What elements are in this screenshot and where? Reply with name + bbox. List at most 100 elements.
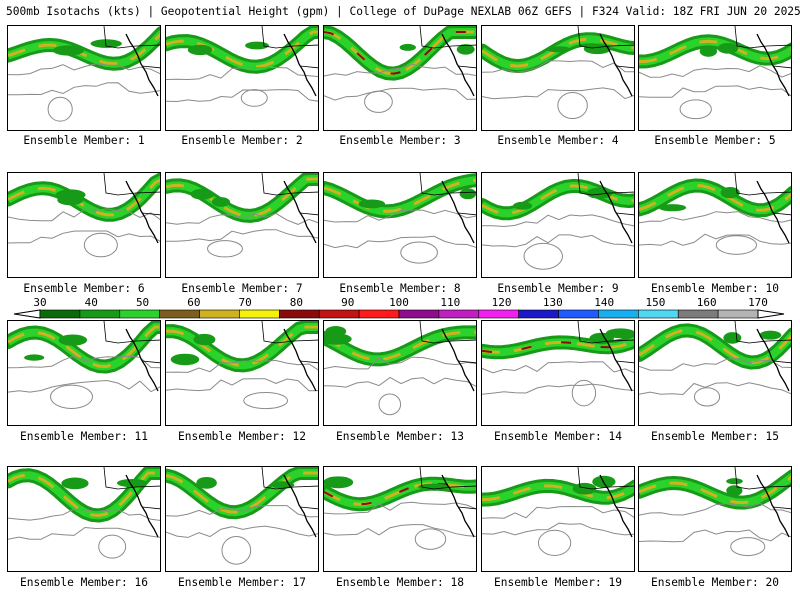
colorbar-tick-label: 50	[135, 296, 150, 309]
height-contour	[166, 359, 318, 373]
height-contour	[324, 63, 476, 77]
height-contour	[166, 67, 318, 81]
coastline	[756, 180, 790, 244]
political-border	[615, 65, 634, 69]
political-border	[299, 506, 318, 510]
height-contour	[639, 85, 791, 98]
height-contour	[639, 382, 791, 396]
jet-stream-map	[8, 321, 160, 409]
height-contour-closed	[47, 96, 73, 122]
height-contour	[482, 87, 634, 100]
height-contour-closed	[523, 242, 563, 270]
isotach-blob	[726, 485, 743, 497]
colorbar-swatch	[518, 309, 559, 319]
political-border	[103, 173, 160, 196]
isotach-blob	[324, 333, 352, 345]
coastline	[125, 328, 159, 392]
colorbar-swatch	[358, 309, 400, 319]
ensemble-map-panel	[481, 466, 635, 572]
ensemble-map-panel	[481, 25, 635, 131]
height-contour-closed	[414, 528, 447, 550]
height-contour	[639, 358, 791, 371]
coastline	[599, 474, 633, 538]
height-contour	[8, 230, 160, 244]
ensemble-member-label: Ensemble Member: 6	[23, 282, 145, 295]
political-border	[299, 65, 318, 69]
political-border	[261, 26, 318, 49]
political-border	[457, 506, 476, 510]
colorbar-min-arrow	[13, 309, 41, 319]
isotach-blob	[546, 46, 571, 53]
jet-stream-map	[166, 321, 318, 410]
colorbar-tick-label: 110	[440, 296, 461, 309]
colorbar-swatch	[478, 309, 519, 319]
height-contour	[8, 526, 160, 540]
political-border	[457, 360, 476, 364]
isotach-blob	[61, 477, 89, 490]
ensemble-map-panel	[165, 466, 319, 572]
coastline	[283, 474, 317, 538]
height-contour	[166, 229, 318, 242]
political-border	[103, 467, 160, 490]
isotach-band-70	[8, 32, 160, 66]
height-contour-closed	[243, 392, 289, 410]
ensemble-member-label: Ensemble Member: 11	[20, 430, 148, 443]
height-contour-closed	[98, 534, 127, 559]
isotach-blob	[170, 353, 200, 366]
political-border	[261, 467, 318, 490]
political-border	[457, 212, 476, 216]
political-border	[261, 321, 318, 344]
isotach-band-50	[166, 469, 318, 517]
colorbar-tick-label: 140	[594, 296, 615, 309]
jet-stream-map	[8, 26, 160, 122]
political-border	[772, 65, 791, 69]
isotach-blob	[658, 204, 687, 212]
colorbar-swatch	[398, 309, 440, 319]
height-contour-closed	[537, 529, 572, 556]
ensemble-member-label: Ensemble Member: 17	[178, 576, 306, 589]
political-border	[772, 506, 791, 510]
political-border	[419, 26, 476, 49]
colorbar-max-arrow	[757, 309, 785, 319]
isotach-band-70	[8, 178, 160, 217]
height-contour	[8, 355, 160, 369]
isotach-band-70	[639, 183, 791, 212]
isotach-band-70	[166, 30, 318, 69]
coastline	[441, 180, 475, 244]
political-border	[141, 360, 160, 364]
colorbar-swatch	[318, 309, 360, 319]
height-contour	[482, 60, 634, 74]
height-contour	[482, 214, 634, 228]
height-contour	[482, 383, 634, 395]
jet-stream-map	[482, 467, 634, 556]
colorbar-swatch	[279, 309, 320, 319]
colorbar-swatch	[119, 309, 160, 319]
coastline	[756, 33, 790, 97]
height-contour	[166, 212, 318, 225]
political-border	[734, 467, 791, 490]
ensemble-map-panel	[323, 25, 477, 131]
ensemble-map-panel	[7, 172, 161, 278]
political-border	[734, 321, 791, 344]
ensemble-map-panel	[7, 25, 161, 131]
height-contour-closed	[557, 91, 588, 120]
height-contour	[166, 378, 318, 392]
coastline	[283, 180, 317, 244]
coastline	[756, 474, 790, 538]
ensemble-member-label: Ensemble Member: 3	[339, 134, 461, 147]
coastline	[125, 474, 159, 538]
political-border	[734, 173, 791, 196]
ensemble-map-panel	[323, 320, 477, 426]
political-border	[615, 360, 634, 364]
isotach-blob	[459, 188, 476, 200]
isotach-band-70	[482, 37, 634, 68]
isotach-band-40	[324, 26, 476, 81]
colorbar-tick-label: 170	[748, 296, 768, 309]
political-border	[734, 26, 791, 49]
isotach-band-70	[166, 177, 318, 218]
colorbar-swatch	[239, 309, 280, 319]
height-contour-closed	[693, 387, 721, 407]
height-contour-closed	[571, 379, 597, 407]
political-border	[141, 65, 160, 69]
jet-stream-map	[482, 26, 634, 120]
